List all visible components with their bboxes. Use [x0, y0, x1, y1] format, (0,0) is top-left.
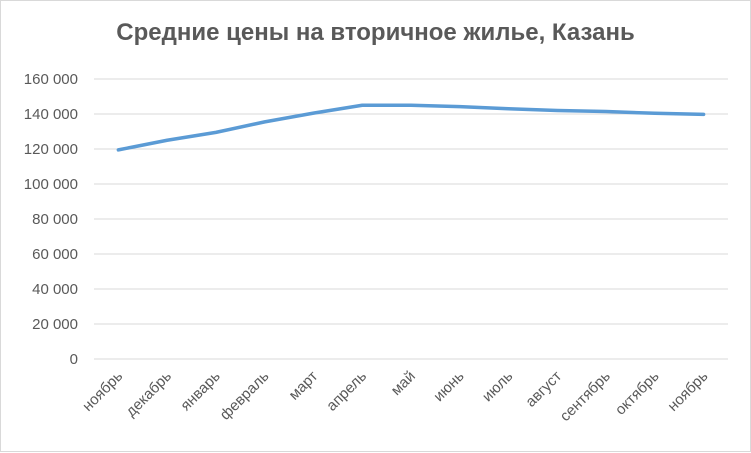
x-tick-label: декабрь	[123, 368, 176, 421]
y-tick-label: 40 000	[32, 281, 78, 298]
x-tick-label: октябрь	[612, 368, 663, 419]
y-tick-label: 60 000	[32, 246, 78, 263]
y-axis-tick-labels: 0 20 000 40 000 60 000 80 000 100 000 120 000 1…	[24, 71, 78, 368]
x-tick-label: апрель	[323, 368, 370, 415]
series-group	[116, 103, 706, 152]
y-tick-label: 80 000	[32, 211, 78, 228]
gridlines	[94, 78, 728, 360]
series-line	[116, 103, 706, 152]
x-tick-label: август	[522, 368, 565, 411]
chart-title: Средние цены на вторичное жилье, Казань	[116, 19, 635, 46]
y-tick-label: 20 000	[32, 316, 78, 333]
x-tick-label: февраль	[217, 368, 273, 424]
y-tick-label: 0	[70, 351, 78, 368]
x-tick-label: июнь	[430, 368, 467, 405]
x-tick-label: март	[286, 368, 322, 404]
y-tick-label: 120 000	[24, 141, 78, 158]
y-tick-label: 100 000	[24, 176, 78, 193]
x-tick-label: сентябрь	[557, 368, 614, 425]
x-tick-label: май	[388, 368, 419, 399]
x-tick-label: ноябрь	[79, 368, 126, 415]
y-tick-label: 160 000	[24, 71, 78, 88]
x-tick-label: июль	[479, 368, 517, 406]
x-tick-label: ноябрь	[664, 368, 711, 415]
y-tick-label: 140 000	[24, 106, 78, 123]
x-tick-label: январь	[177, 368, 224, 415]
